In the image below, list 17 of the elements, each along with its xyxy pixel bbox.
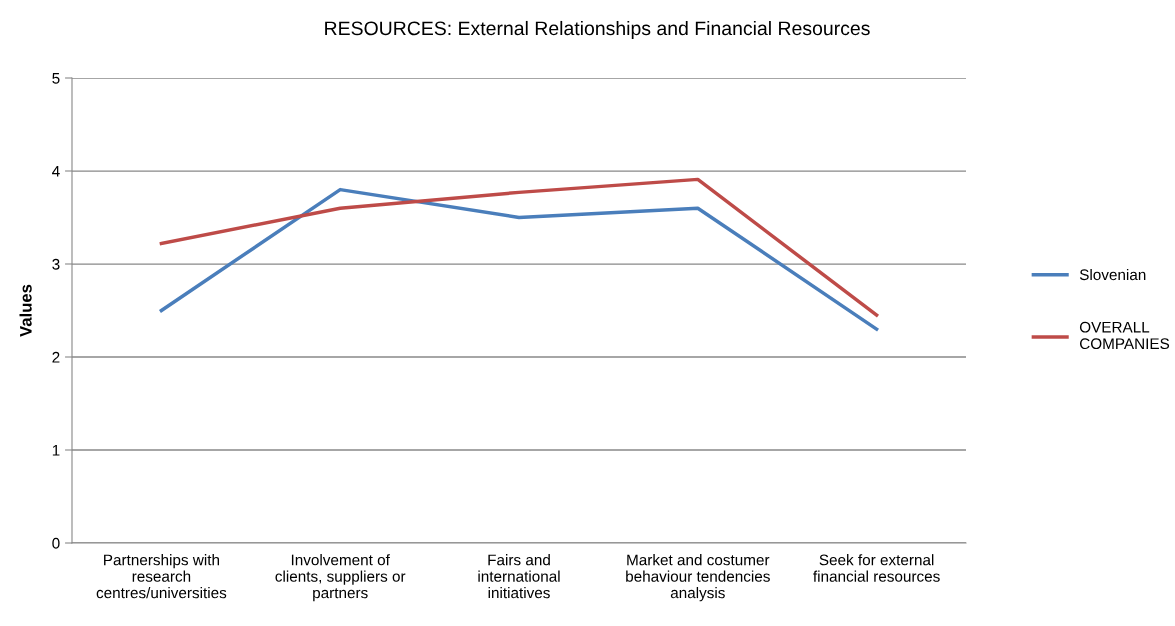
y-tick-label: 2 bbox=[52, 351, 60, 363]
x-tick-label: Involvement of clients, suppliers or partners bbox=[275, 554, 406, 602]
x-tick-label: Fairs and international initiatives bbox=[478, 554, 560, 599]
legend-label: OVERALL COMPANIES bbox=[1079, 321, 1170, 350]
y-tick-label: 4 bbox=[52, 166, 60, 177]
x-tick-label: Market and costumer behaviour tendencies analysis bbox=[626, 554, 770, 602]
y-tick-label: 0 bbox=[52, 537, 60, 549]
y-tick-label: 1 bbox=[52, 445, 60, 456]
y-tick-label: 3 bbox=[52, 258, 60, 270]
chart-title: RESOURCES: External Relationships and Financial Resources bbox=[325, 20, 870, 40]
legend-label: Slovenian bbox=[1079, 268, 1146, 281]
x-tick-label: Partnerships with research centres/universities bbox=[96, 554, 227, 599]
line-series bbox=[159, 187, 879, 331]
y-axis-title: Values bbox=[19, 284, 32, 337]
line-series bbox=[159, 177, 879, 317]
y-tick-label: 5 bbox=[52, 73, 60, 84]
x-tick-label: Seek for external financial resources bbox=[813, 554, 940, 582]
